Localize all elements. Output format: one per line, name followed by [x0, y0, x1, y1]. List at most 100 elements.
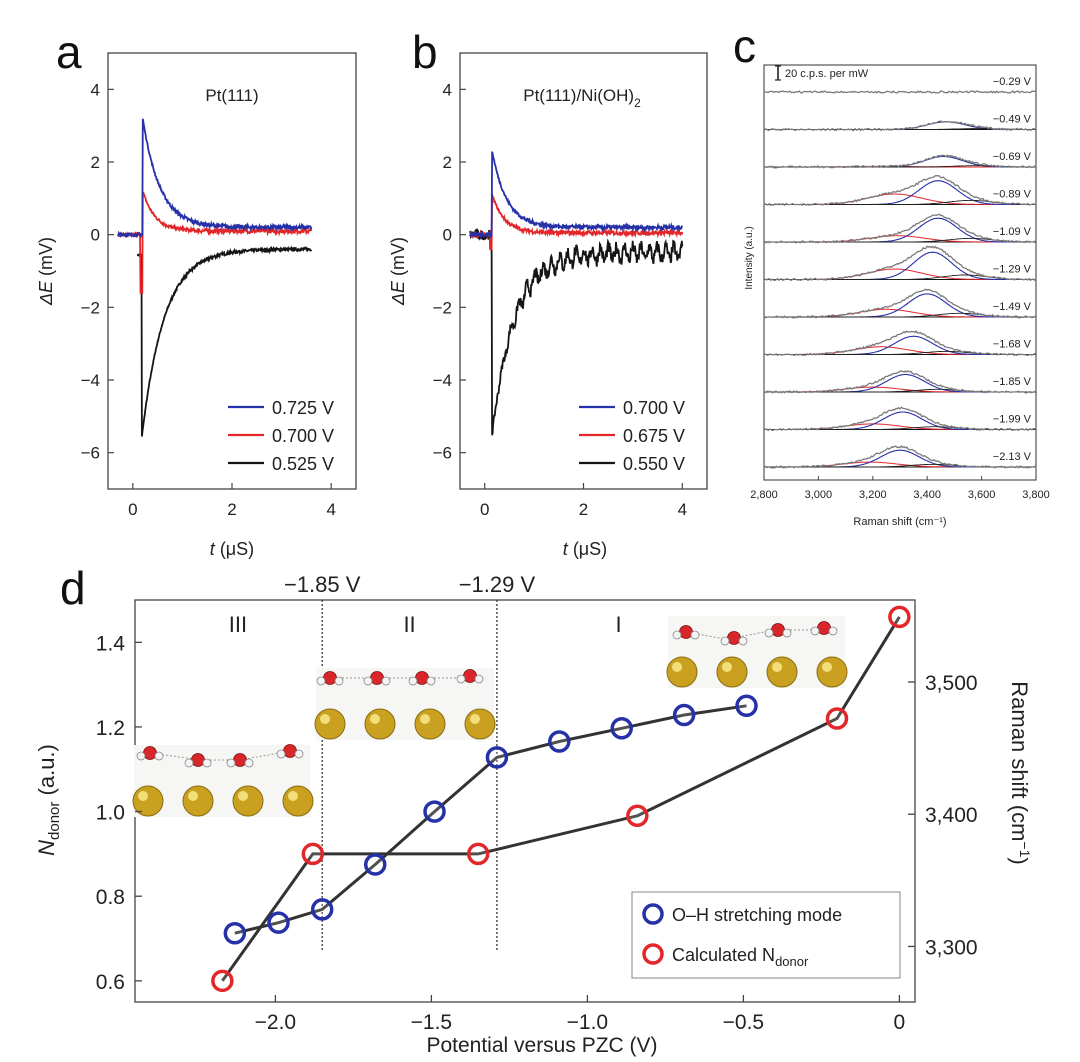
data-point-blue: [672, 703, 696, 727]
panel-d-legend: O–H stretching mode Calculated Ndonor: [631, 891, 901, 979]
trace-label: −2.13 V: [993, 451, 1032, 463]
panel-b-frame: [459, 52, 708, 490]
data-point-blue: [485, 746, 509, 769]
y-tick-label: 0.8: [96, 886, 125, 909]
y-tick-label: −2: [433, 298, 452, 317]
data-point-blue: [735, 694, 758, 718]
y-tick-label: 2: [91, 153, 100, 172]
inset-region-i: [666, 616, 848, 688]
panel-label-d: d: [60, 562, 86, 614]
gold-atom-highlight: [238, 791, 248, 801]
raman-spectrum: [763, 288, 1037, 319]
hydrogen-atom: [408, 676, 418, 686]
y-tick-label: 4: [443, 80, 452, 99]
panel-d: −1.85 V −1.29 V III II I 0.60.81.01.21.4 3,…: [34, 572, 1033, 1057]
hydrogen-bond: [149, 752, 196, 760]
panel-a-title: Pt(111): [205, 86, 258, 105]
data-point-red: [888, 605, 911, 629]
gold-atom-highlight: [288, 791, 298, 801]
hydrogen-atom: [720, 636, 730, 646]
panel-label-a: a: [56, 26, 82, 78]
y-tick-label: −4: [433, 371, 452, 390]
trace-label: −0.49 V: [993, 114, 1032, 126]
legend-label: 0.675 V: [623, 426, 685, 446]
oxygen-atom: [463, 669, 477, 683]
y-tick-label: 0.6: [96, 971, 125, 994]
hydrogen-atom: [294, 749, 304, 759]
panel-b-title: Pt(111)/Ni(OH)2: [523, 86, 641, 110]
data-point-red: [626, 804, 649, 828]
gold-atom: [464, 708, 496, 740]
x-tick-label: 3,400: [913, 489, 941, 501]
y-tick-label: 0: [91, 226, 100, 245]
raman-spectrum: [763, 406, 1037, 432]
panel-b: Pt(111)/Ni(OH)2 −6 −4 −2 0 2 4 0 2 4 0.700 V 0.6…: [388, 52, 708, 559]
y-tick-label: 2: [443, 153, 452, 172]
x-tick-label: 0: [128, 500, 137, 519]
gold-atom-highlight: [672, 662, 682, 672]
series-line-blue: [117, 118, 313, 239]
hydrogen-atom: [828, 626, 838, 636]
raman-spectrum: [763, 330, 1037, 357]
gold-atom-highlight: [138, 791, 148, 801]
raman-spectrum: [763, 213, 1037, 244]
raman-spectrum: [763, 90, 1037, 94]
panel-a: Pt(111) −6 −4 −2 0 2 4 0 2 4 0.725 V 0.700 V 0.52…: [36, 52, 357, 559]
oxygen-atom: [679, 625, 693, 639]
trace-label: −1.49 V: [993, 301, 1032, 313]
region-divider-label: −1.29 V: [459, 572, 536, 597]
gold-atom-highlight: [772, 662, 782, 672]
series-line-red: [221, 616, 901, 982]
region-divider-label: −1.85 V: [284, 572, 361, 597]
oxygen-atom: [191, 753, 205, 767]
raman-spectrum: [764, 154, 1037, 169]
y-tick-label: −6: [433, 444, 452, 463]
trace-label: −1.68 V: [993, 339, 1032, 351]
scale-bar-label: 20 c.p.s. per mW: [785, 68, 869, 80]
y-tick-label: 4: [91, 80, 100, 99]
y-tick-label: 1.4: [96, 632, 126, 655]
oxygen-atom: [415, 671, 429, 685]
hydrogen-atom: [363, 676, 373, 686]
panel-d-ylabel: Ndonor (a.u.): [34, 744, 63, 856]
gold-atom: [766, 656, 798, 688]
hydrogen-atom: [782, 628, 792, 638]
trace-label: −1.85 V: [993, 376, 1032, 388]
data-point-blue: [610, 717, 633, 740]
x-tick-label: 2: [227, 500, 236, 519]
raman-spectrum: [763, 445, 1037, 469]
legend-label: 0.525 V: [272, 454, 334, 474]
raman-spectrum: [763, 245, 1037, 282]
gold-atom-highlight: [320, 714, 330, 724]
region-label: III: [229, 612, 247, 637]
y-tick-label: −2: [81, 298, 100, 317]
hydrogen-atom: [456, 674, 466, 684]
gold-atom-highlight: [188, 791, 198, 801]
region-label: II: [403, 612, 415, 637]
series-line-red: [117, 190, 313, 294]
data-point-blue: [548, 730, 571, 753]
inset-region-iii: [132, 744, 314, 817]
legend-marker-blue: [642, 903, 664, 925]
gold-atom: [414, 708, 446, 740]
hydrogen-atom: [154, 751, 164, 761]
hydrogen-atom: [276, 749, 286, 759]
panel-c-xlabel: Raman shift (cm⁻¹): [853, 516, 946, 528]
oxygen-atom: [771, 623, 785, 637]
raman-spectrum: [763, 175, 1037, 207]
data-point-blue: [267, 911, 290, 934]
panel-d-y2label: Raman shift (cm−1): [1007, 681, 1033, 864]
legend-label: 0.700 V: [272, 426, 334, 446]
raman-spectrum: [763, 120, 1036, 132]
gold-atom-highlight: [370, 714, 380, 724]
panel-label-c: c: [733, 20, 756, 72]
panel-label-b: b: [412, 26, 438, 78]
trace-label: −1.99 V: [993, 414, 1032, 426]
panel-c: 20 c.p.s. per mW −0.29 V −0.49 V −0.69 V −0…: [744, 64, 1050, 528]
x-tick-label: 0: [480, 500, 489, 519]
hydrogen-atom: [316, 676, 326, 686]
series-line-blue: [469, 151, 684, 239]
data-point-blue: [223, 921, 247, 945]
oxygen-atom: [283, 744, 297, 758]
